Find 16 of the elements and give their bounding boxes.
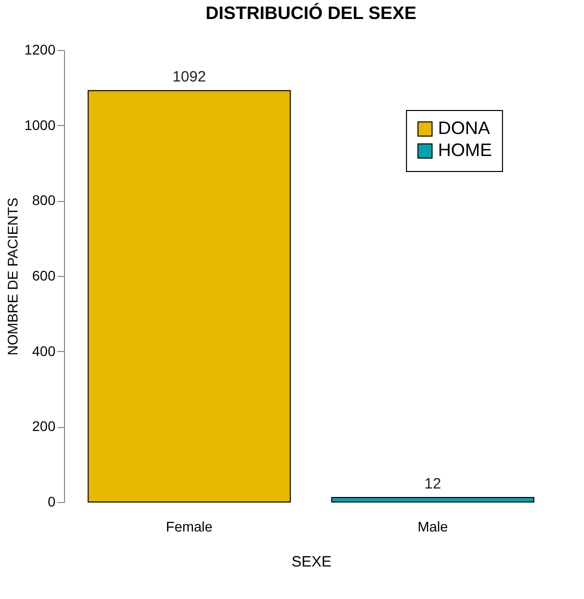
x-axis-title: SEXE — [291, 554, 332, 570]
y-tick-label: 0 — [48, 494, 56, 510]
data-label: 12 — [424, 475, 442, 492]
legend-label: DONA — [438, 118, 490, 138]
y-tick-label: 200 — [32, 418, 56, 434]
y-tick-label: 800 — [32, 192, 56, 208]
y-tick-label: 600 — [32, 268, 56, 284]
chart-title: DISTRIBUCIÓ DEL SEXE — [206, 3, 416, 23]
data-label: 1092 — [172, 68, 206, 86]
legend-label: HOME — [438, 140, 492, 160]
x-tick-label: Male — [418, 518, 448, 534]
x-tick-label: Female — [166, 518, 213, 534]
y-tick-label: 1200 — [24, 42, 56, 58]
y-tick-label: 400 — [32, 342, 56, 359]
y-tick-label: 1000 — [24, 116, 56, 133]
y-axis-title: NOMBRE DE PACIENTS — [4, 198, 20, 356]
